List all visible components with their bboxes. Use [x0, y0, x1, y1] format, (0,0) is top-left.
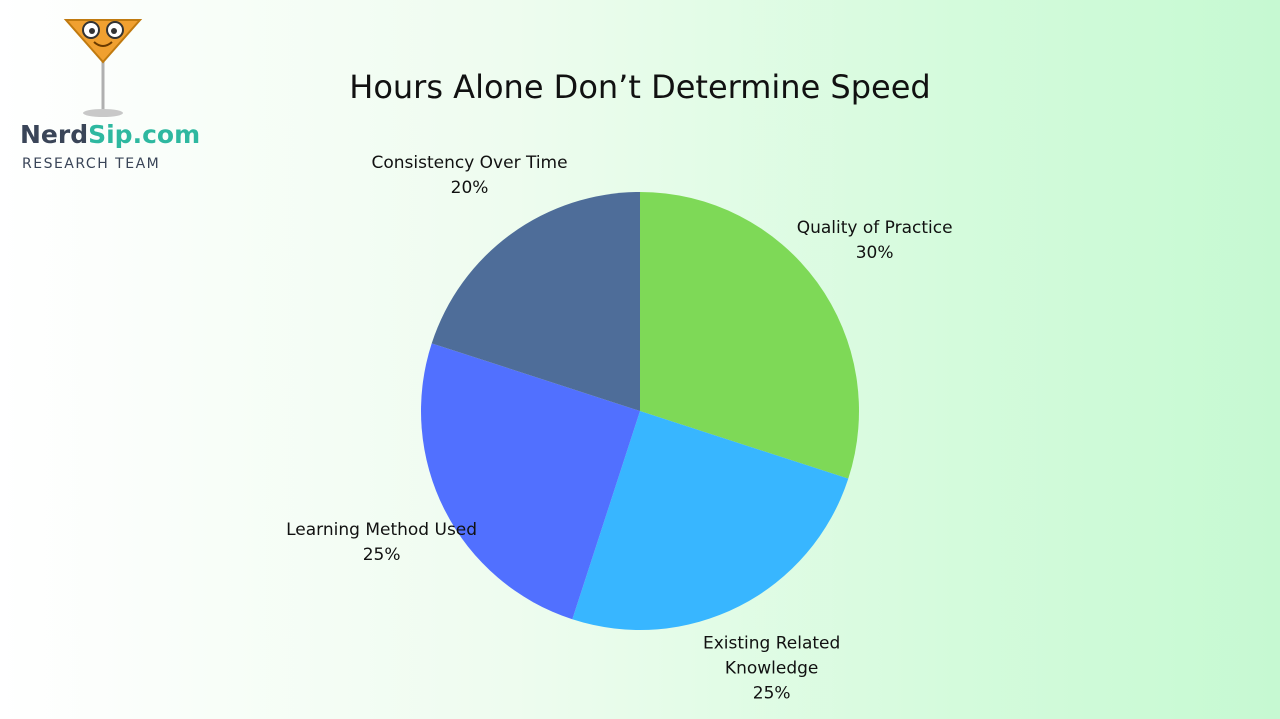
category-label: Consistency Over Time [371, 153, 568, 174]
slice-label: Learning Method Used 25% [286, 518, 477, 568]
logo-brand: NerdSip.com [20, 120, 200, 149]
category-label: Quality of Practice [796, 217, 953, 238]
chart-title: Hours Alone Don’t Determine Speed [349, 68, 931, 106]
slice-label: Existing Related Knowledge 25% [672, 632, 872, 707]
slice-label: Consistency Over Time 20% [371, 151, 567, 201]
category-label: Learning Method Used [286, 519, 478, 540]
logo-icon [63, 19, 143, 117]
logo-subtitle: RESEARCH TEAM [22, 156, 161, 172]
pie-slice [421, 343, 640, 620]
logo-brand-accent: Sip.com [88, 120, 201, 149]
value-label: 30% [855, 242, 894, 263]
slice-label: Quality of Practice 30% [797, 216, 953, 266]
value-label: 20% [450, 178, 489, 199]
pie-slice [431, 192, 640, 411]
value-label: 25% [752, 683, 791, 704]
category-label: Existing Related Knowledge [703, 633, 841, 679]
pie-slice [640, 192, 859, 479]
value-label: 25% [362, 544, 401, 565]
logo-brand-main: Nerd [20, 120, 89, 149]
pie-slice [572, 411, 849, 630]
